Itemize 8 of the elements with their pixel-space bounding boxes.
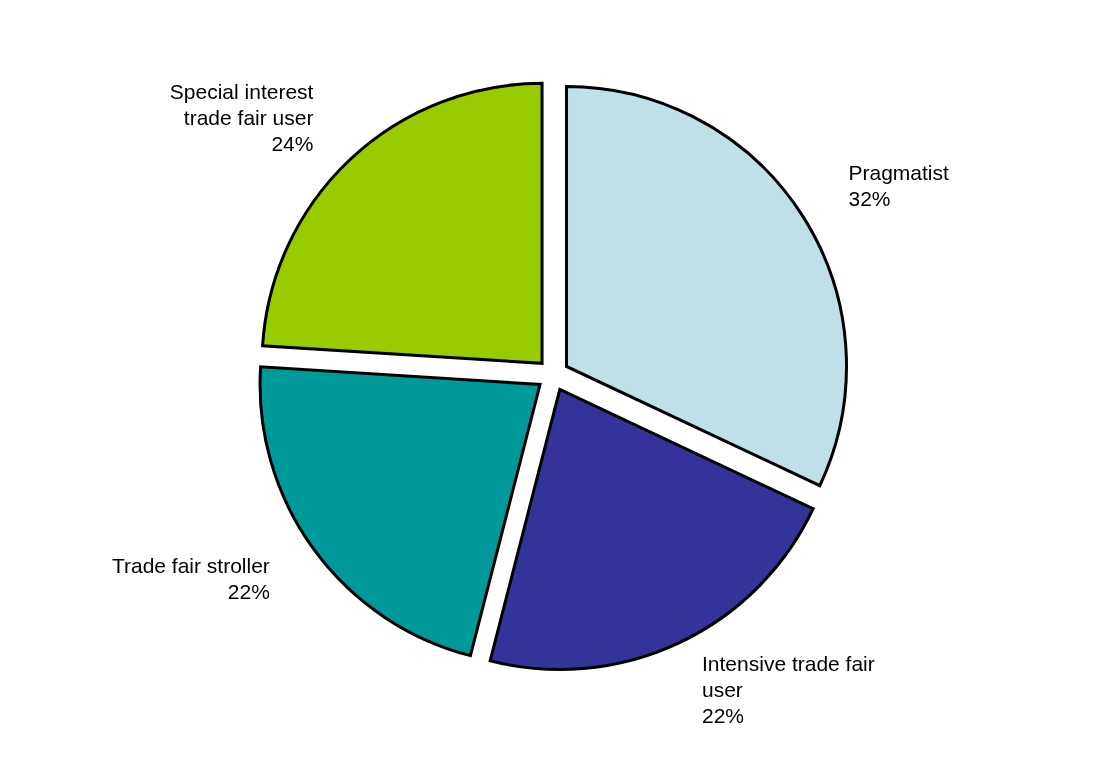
slice-label: Pragmatist <box>848 161 950 185</box>
data-label: 32% <box>848 187 891 211</box>
slice-label: Special interest trade fair user <box>169 80 314 130</box>
slice-label: Intensive trade fair user <box>702 652 875 702</box>
data-label: 24% <box>271 132 314 156</box>
data-label: 22% <box>702 704 745 728</box>
slice-label: Trade fair stroller <box>111 554 270 578</box>
data-label: 22% <box>227 580 270 604</box>
